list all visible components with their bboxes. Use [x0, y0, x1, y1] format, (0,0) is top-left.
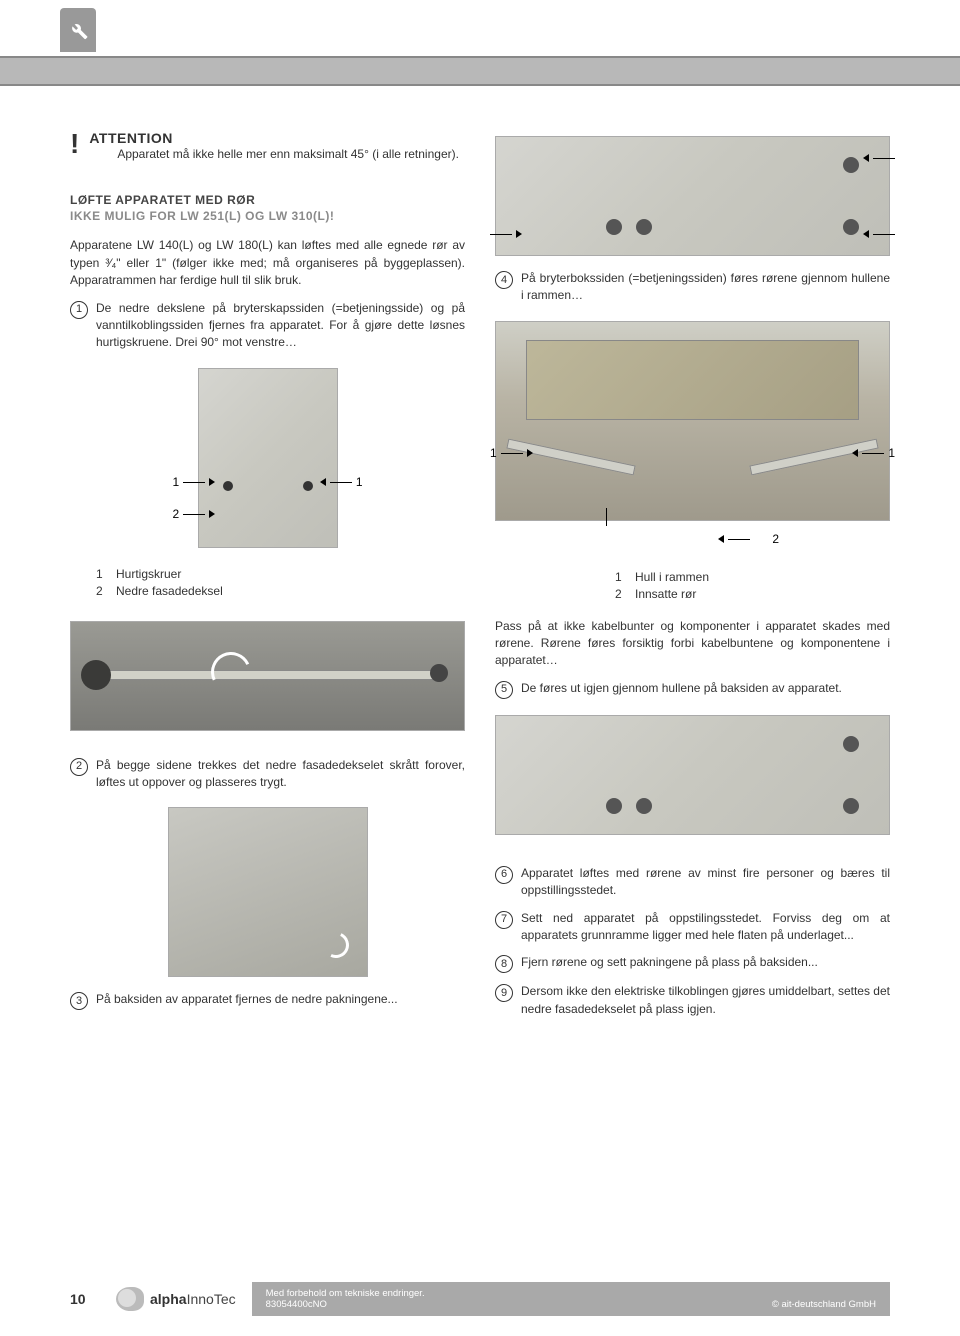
step-number: 6: [495, 866, 513, 884]
step-text: De føres ut igjen gjennom hullene på bak…: [521, 680, 890, 699]
step5-intro: Pass på at ikke kabelbunter og komponent…: [495, 618, 890, 670]
footer-copyright: © ait-deutschland GmbH: [772, 1299, 876, 1310]
step-number: 4: [495, 271, 513, 289]
attention-body: Apparatet må ikke helle mer enn maksimal…: [117, 146, 459, 163]
callout-label: 1: [888, 446, 895, 460]
footer-partno: 83054400cNO: [266, 1299, 327, 1310]
left-column: ! ATTENTION Apparatet må ikke helle mer …: [70, 130, 465, 1028]
wrench-icon: [67, 19, 89, 41]
step-number: 2: [70, 758, 88, 776]
legend-num: 2: [615, 586, 627, 603]
step-number: 8: [495, 955, 513, 973]
header-tab: [60, 8, 96, 52]
legend-num: 1: [615, 569, 627, 586]
legend-label: Hurtigskruer: [116, 566, 181, 583]
figure-back-panel-holes: [495, 136, 890, 256]
step-text: På begge sidene trekkes det nedre fasade…: [96, 757, 465, 792]
figure-screw-turn: [70, 621, 465, 731]
step-text: På baksiden av apparatet fjernes de nedr…: [96, 991, 465, 1010]
attention-box: ! ATTENTION Apparatet må ikke helle mer …: [70, 130, 465, 163]
legend-label: Nedre fasadedeksel: [116, 583, 223, 600]
legend-num: 1: [96, 566, 108, 583]
header-bar: [0, 56, 960, 86]
section-title: LØFTE APPARATET MED RØR: [70, 193, 465, 207]
page-number: 10: [70, 1291, 100, 1307]
attention-symbol: !: [70, 130, 79, 158]
callout-label: 2: [173, 507, 180, 521]
intro-paragraph: Apparatene LW 140(L) og LW 180(L) kan lø…: [70, 237, 465, 289]
step-6: 6 Apparatet løftes med rørene av minst f…: [495, 865, 890, 900]
step-text: De nedre dekslene på bryterskapssiden (=…: [96, 300, 465, 352]
step-3: 3 På baksiden av apparatet fjernes de ne…: [70, 991, 465, 1010]
callout-label: 2: [772, 532, 779, 546]
brand-name-2: InnoTec: [187, 1291, 236, 1307]
figure-remove-cover: [168, 807, 368, 977]
attention-title: ATTENTION: [89, 130, 459, 146]
figure-panel-front: 1 1 2: [198, 368, 338, 548]
step-number: 7: [495, 911, 513, 929]
step-1: 1 De nedre dekslene på bryterskapssiden …: [70, 300, 465, 352]
step-4: 4 På bryterbokssiden (=betjeningssiden) …: [495, 270, 890, 305]
callout-label: 1: [173, 475, 180, 489]
right-column: 4 På bryterbokssiden (=betjeningssiden) …: [495, 130, 890, 1028]
footer-reserve: Med forbehold om tekniske endringer.: [266, 1288, 876, 1299]
step-text: Apparatet løftes med rørene av minst fir…: [521, 865, 890, 900]
step-text: Dersom ikke den elektriske tilkoblingen …: [521, 983, 890, 1018]
step-8: 8 Fjern rørene og sett pakningene på pla…: [495, 954, 890, 973]
legend-label: Hull i rammen: [635, 569, 709, 586]
figure-pipes-inserted: 1 1 2: [495, 321, 890, 521]
page-footer: 10 alphaInnoTec Med forbehold om teknisk…: [0, 1282, 960, 1316]
step-text: Sett ned apparatet på oppstilingsstedet.…: [521, 910, 890, 945]
step-text: På bryterbokssiden (=betjeningssiden) fø…: [521, 270, 890, 305]
brand-mark-icon: [116, 1287, 144, 1311]
callout-label: 1: [490, 446, 497, 460]
step-7: 7 Sett ned apparatet på oppstilingsstede…: [495, 910, 890, 945]
figure-back-panel-holes-2: [495, 715, 890, 835]
legend-num: 2: [96, 583, 108, 600]
legend-label: Innsatte rør: [635, 586, 696, 603]
step-2: 2 På begge sidene trekkes det nedre fasa…: [70, 757, 465, 792]
step-9: 9 Dersom ikke den elektriske tilkoblinge…: [495, 983, 890, 1018]
step-number: 5: [495, 681, 513, 699]
footer-info: Med forbehold om tekniske endringer. 830…: [252, 1282, 890, 1316]
step-number: 1: [70, 301, 88, 319]
callout-label: 1: [356, 475, 363, 489]
step-5: 5 De føres ut igjen gjennom hullene på b…: [495, 680, 890, 699]
section-subtitle: IKKE MULIG FOR LW 251(L) OG LW 310(L)!: [70, 209, 465, 223]
brand-logo: alphaInnoTec: [116, 1287, 236, 1311]
legend-2: 1 Hull i rammen 2 Innsatte rør: [615, 569, 890, 604]
step-number: 3: [70, 992, 88, 1010]
step-number: 9: [495, 984, 513, 1002]
step-text: Fjern rørene og sett pakningene på plass…: [521, 954, 890, 973]
rotate-arrow-icon: [319, 929, 352, 962]
brand-name-1: alpha: [150, 1291, 187, 1307]
legend-1: 1 Hurtigskruer 2 Nedre fasadedeksel: [96, 566, 465, 601]
